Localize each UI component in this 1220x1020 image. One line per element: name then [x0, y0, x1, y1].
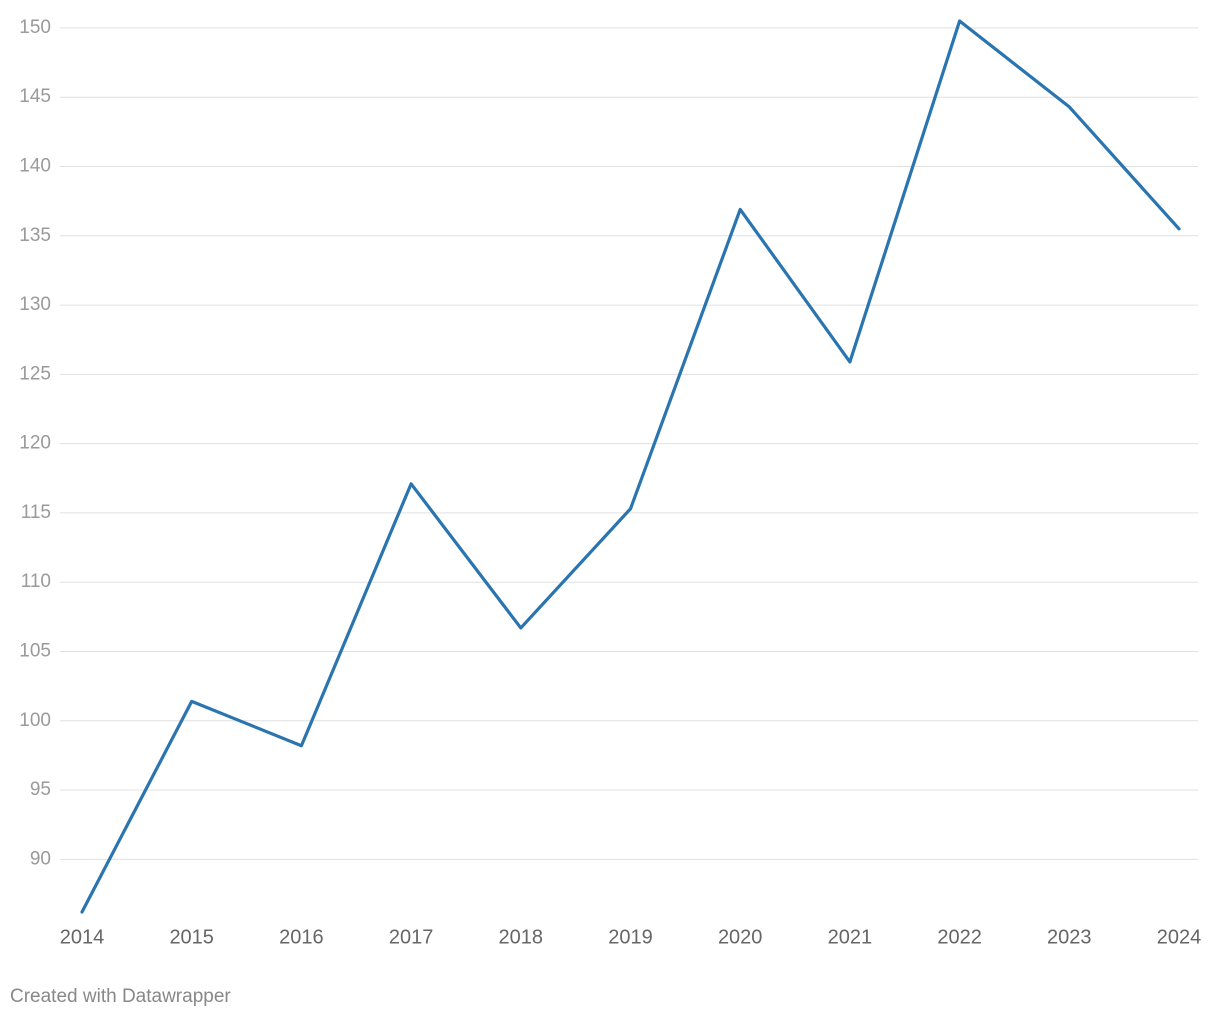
- x-tick-label: 2023: [1047, 926, 1092, 948]
- y-tick-label: 100: [19, 710, 51, 731]
- x-tick-label: 2017: [389, 926, 434, 948]
- y-tick-label: 140: [19, 156, 51, 177]
- x-tick-label: 2022: [937, 926, 982, 948]
- x-tick-label: 2014: [60, 926, 105, 948]
- x-tick-label: 2020: [718, 926, 763, 948]
- x-tick-label: 2019: [608, 926, 653, 948]
- x-tick-label: 2018: [499, 926, 544, 948]
- y-tick-label: 115: [21, 502, 51, 523]
- y-tick-label: 145: [19, 86, 51, 107]
- y-tick-label: 125: [19, 363, 51, 384]
- x-tick-label: 2015: [169, 926, 214, 948]
- y-tick-label: 110: [21, 571, 51, 592]
- x-tick-label: 2016: [279, 926, 324, 948]
- x-tick-label: 2021: [828, 926, 873, 948]
- credit: Created with Datawrapper: [10, 986, 231, 1007]
- y-tick-label: 130: [19, 294, 51, 315]
- y-tick-label: 150: [19, 17, 51, 38]
- y-tick-label: 120: [19, 433, 51, 454]
- y-tick-label: 90: [30, 848, 51, 869]
- x-tick-label: 2024: [1157, 926, 1202, 948]
- line: [80, 19, 1181, 914]
- y-tick-label: 135: [19, 225, 51, 246]
- y-tick-label: 105: [19, 641, 51, 662]
- y-tick-label: 95: [30, 779, 51, 800]
